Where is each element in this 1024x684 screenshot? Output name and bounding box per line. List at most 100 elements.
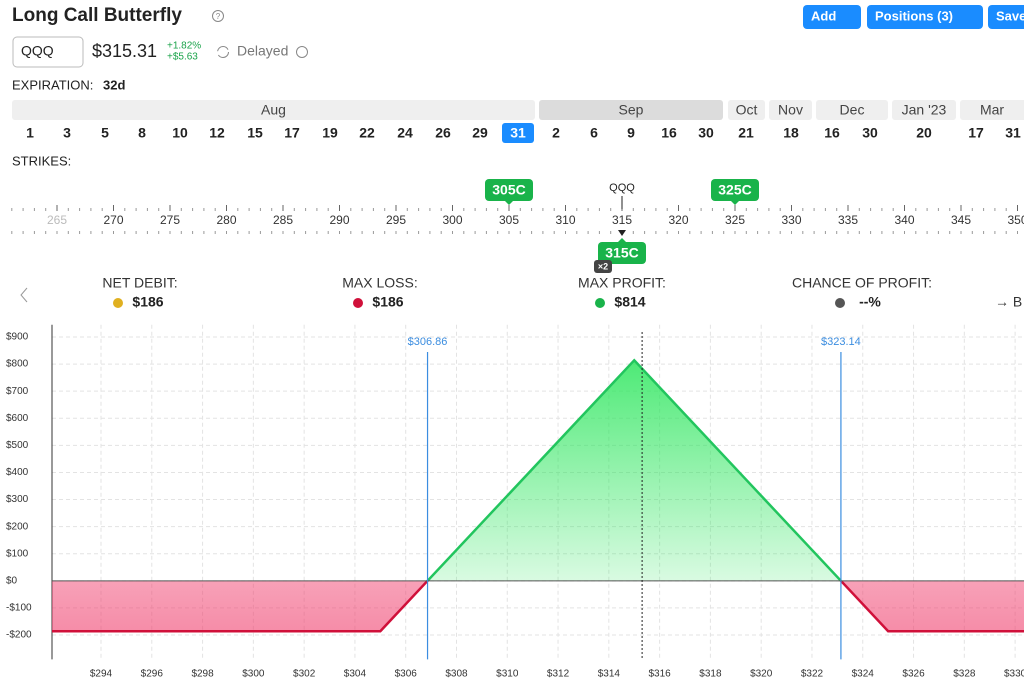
month-label: Dec: [840, 102, 865, 118]
button[interactable]: [988, 5, 1024, 29]
prev-arrow[interactable]: [20, 287, 28, 303]
x-tick-label: $328: [953, 669, 976, 680]
y-tick-label: $900: [6, 332, 29, 343]
stat-icon: [353, 298, 363, 308]
y-tick-label: $400: [6, 467, 29, 478]
help-icon[interactable]: [212, 10, 224, 22]
change-pct: +1.82%: [167, 41, 201, 52]
day: 31: [1005, 125, 1021, 141]
x-tick-label: $318: [699, 669, 722, 680]
day: 26: [435, 125, 451, 141]
x-tick-label: $312: [547, 669, 570, 680]
change-abs: +$5.63: [167, 52, 198, 63]
strike-label: 300: [442, 213, 462, 227]
strike-label: 270: [103, 213, 123, 227]
stat-label: MAX PROFIT:: [578, 275, 666, 291]
stat-label: NET DEBIT:: [102, 275, 177, 291]
x-tick-label: $304: [344, 669, 367, 680]
button[interactable]: [803, 5, 861, 29]
month-bar: [816, 100, 888, 120]
x-tick-label: $322: [801, 669, 824, 680]
x-tick-label: $302: [293, 669, 316, 680]
leg-badge[interactable]: [485, 179, 533, 201]
day: 31: [510, 125, 526, 141]
x-tick-label: $324: [852, 669, 875, 680]
expiration-value: 32d: [103, 77, 125, 92]
quantity-badge: [594, 260, 612, 273]
y-tick-label: -$200: [6, 630, 32, 641]
day: 17: [284, 125, 300, 141]
day: 18: [783, 125, 799, 141]
stat-value: $186: [372, 294, 403, 310]
day: 8: [138, 125, 146, 141]
x-tick-label: $308: [445, 669, 468, 680]
strike-label: 290: [329, 213, 349, 227]
title: Long Call Butterfly: [12, 5, 182, 26]
breakeven-label: $323.14: [821, 336, 861, 348]
loss-area: [52, 580, 1024, 632]
day: 24: [397, 125, 413, 141]
strike-label: 305: [499, 213, 519, 227]
day: 3: [63, 125, 71, 141]
day: 1: [26, 125, 34, 141]
strikes-label: STRIKES:: [12, 153, 71, 168]
day: 9: [627, 125, 635, 141]
leg-badge[interactable]: [711, 179, 759, 201]
month-bar: [769, 100, 812, 120]
day-selected[interactable]: [502, 123, 534, 143]
day: 6: [590, 125, 598, 141]
y-tick-label: $0: [6, 575, 18, 586]
x-tick-label: $326: [902, 669, 925, 680]
payoff-line-loss: [52, 580, 1024, 633]
x-tick-label: $330: [1004, 669, 1024, 680]
strike-label: 345: [951, 213, 971, 227]
y-tick-label: $200: [6, 521, 29, 532]
help-icon: [296, 46, 308, 58]
x-tick-label: $306: [395, 669, 418, 680]
y-tick-label: -$100: [6, 603, 32, 614]
month-bar: [960, 100, 1024, 120]
stat-value: --%: [859, 294, 881, 310]
month-label: Nov: [778, 102, 803, 118]
button-label: Save: [996, 8, 1024, 23]
day: 30: [862, 125, 878, 141]
stat-icon: [835, 298, 845, 308]
stat-icon: [113, 298, 123, 308]
x-tick-label: $300: [242, 669, 265, 680]
day: 15: [247, 125, 263, 141]
leg-pointer: [731, 201, 739, 205]
y-tick-label: $800: [6, 359, 29, 370]
day: 20: [916, 125, 932, 141]
status: Delayed: [237, 43, 288, 59]
day: 21: [738, 125, 754, 141]
day: 16: [824, 125, 840, 141]
strike-label: 330: [781, 213, 801, 227]
x-tick-label: $316: [649, 669, 672, 680]
month-bar: [728, 100, 765, 120]
month-label: Oct: [736, 102, 758, 118]
strike-label: 315: [612, 213, 632, 227]
month-bar: [539, 100, 723, 120]
strike-label: 280: [216, 213, 236, 227]
button[interactable]: [867, 5, 983, 29]
x-tick-label: $310: [496, 669, 519, 680]
stat-value: $814: [614, 294, 645, 310]
leg-badge[interactable]: [598, 242, 646, 264]
button-label: Add: [811, 8, 836, 23]
day: 5: [101, 125, 109, 141]
next-link: → B: [995, 294, 1022, 310]
day: 17: [968, 125, 984, 141]
refresh-icon[interactable]: [217, 46, 229, 58]
underlying: QQQ: [609, 182, 635, 194]
y-tick-label: $600: [6, 413, 29, 424]
x-tick-label: $320: [750, 669, 773, 680]
day: 2: [552, 125, 560, 141]
strike-label: 265: [47, 213, 67, 227]
underlying-arrow: [618, 230, 626, 236]
x-tick-label: $294: [90, 669, 113, 680]
y-tick-label: $500: [6, 440, 29, 451]
symbol-input[interactable]: [12, 36, 84, 68]
month-label: Mar: [980, 102, 1004, 118]
day: 10: [172, 125, 188, 141]
